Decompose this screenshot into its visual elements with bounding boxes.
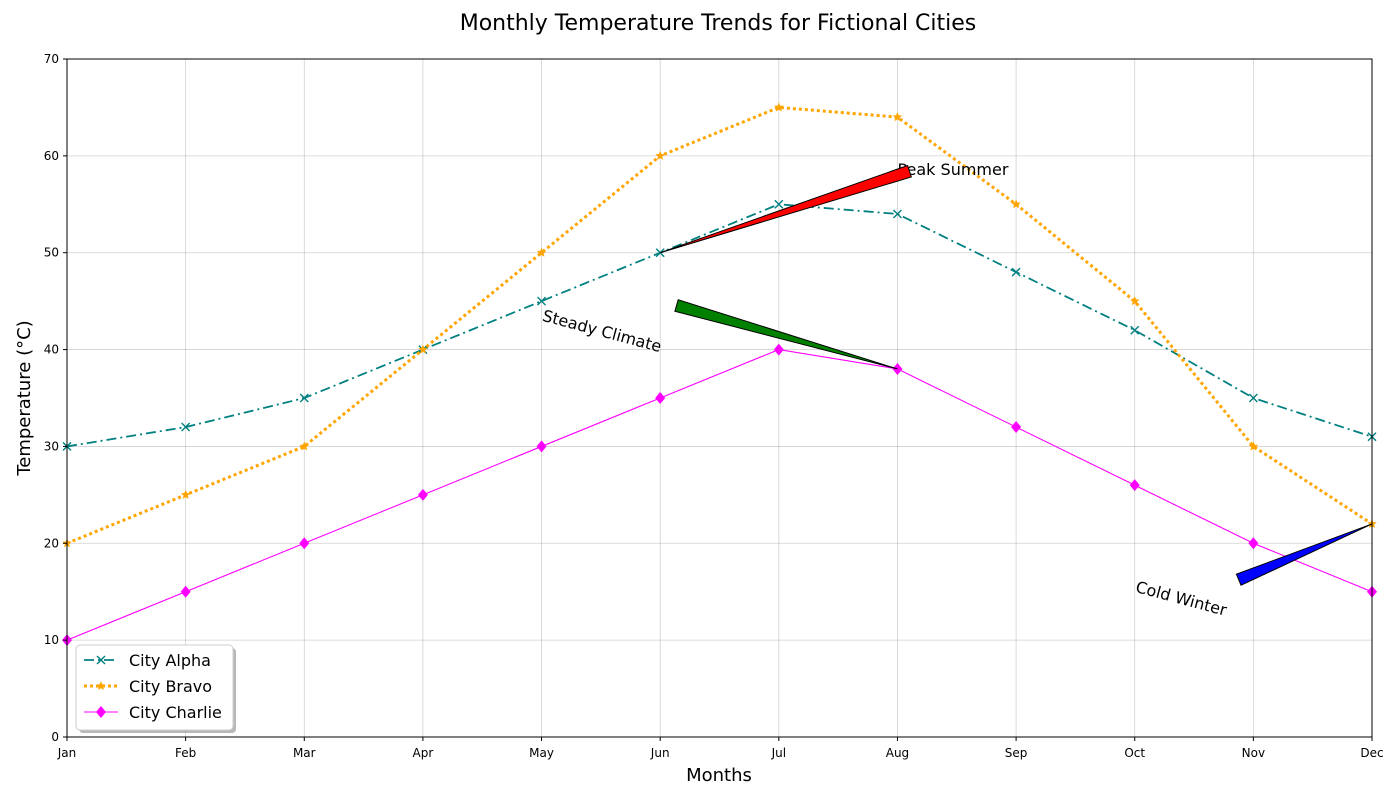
marker-stroke (774, 199, 784, 209)
y-tick-label: 50 (44, 246, 59, 260)
legend-marker (96, 681, 106, 690)
x-tick-label: Mar (293, 746, 316, 760)
legend-label: City Charlie (129, 703, 222, 722)
data-point (536, 247, 547, 257)
legend-label: City Alpha (129, 651, 211, 670)
series-line (66, 203, 1373, 448)
x-tick-label: Apr (413, 746, 434, 760)
data-point (773, 343, 784, 356)
legend-marker (96, 655, 106, 665)
series-city-charlie (62, 343, 1377, 647)
x-tick-label: Sep (1005, 746, 1028, 760)
data-point (774, 102, 784, 112)
series-city-alpha (62, 199, 1377, 451)
data-point (1129, 479, 1140, 492)
marker-stroke (181, 422, 191, 432)
y-tick-label: 40 (44, 343, 59, 357)
x-axis-label: Months (686, 765, 752, 786)
x-tick-label: Oct (1124, 746, 1145, 760)
x-tick-label: Jan (57, 746, 77, 760)
plot-frame (66, 58, 1373, 738)
x-tick-label: Jul (771, 746, 786, 760)
annotation: Steady Climate (541, 299, 898, 370)
data-point (299, 393, 309, 403)
data-point (181, 422, 191, 432)
annotation-arrow (1235, 523, 1373, 586)
data-point (1011, 421, 1022, 434)
annotation: Peak Summer (660, 160, 1009, 254)
x-tick-label: Feb (175, 746, 196, 760)
x-tick-label: Dec (1360, 746, 1383, 760)
data-point (655, 150, 665, 160)
data-point (1130, 296, 1140, 306)
y-tick-label: 30 (44, 439, 59, 453)
y-tick-label: 0 (51, 730, 59, 744)
y-tick-label: 60 (44, 149, 59, 163)
marker-stroke (299, 393, 309, 403)
y-tick-label: 20 (44, 536, 59, 550)
grid (66, 58, 1373, 738)
data-point (418, 344, 428, 354)
data-point (1248, 441, 1259, 451)
y-axis: 0 10 20 30 40 50 60 70 (44, 52, 67, 744)
data-point (1011, 267, 1021, 277)
y-tick-label: 70 (44, 52, 59, 66)
y-tick-label: 10 (44, 633, 59, 647)
data-point (892, 112, 903, 122)
marker-stroke (537, 296, 547, 306)
data-point (417, 488, 428, 501)
data-point (180, 585, 191, 598)
annotation-arrow (660, 164, 912, 254)
legend-label: City Bravo (129, 677, 212, 696)
marker-stroke (892, 209, 902, 219)
data-point (892, 209, 902, 219)
data-point (1011, 199, 1021, 209)
x-axis: Jan Feb Mar Apr May Jun Jul Aug Sep Oct Nov Dec (57, 737, 1384, 760)
marker-stroke (96, 655, 106, 665)
marker-stroke (1011, 267, 1021, 277)
x-tick-label: Jun (650, 746, 670, 760)
x-tick-label: Aug (886, 746, 909, 760)
series-city-bravo (62, 102, 1377, 548)
data-point (299, 441, 309, 451)
legend-box (75, 644, 234, 731)
data-point (537, 296, 547, 306)
annotation-arrow (674, 299, 898, 370)
annotation-text: Cold Winter (1134, 577, 1230, 620)
legend: City Alpha City Bravo City Charlie (75, 644, 236, 733)
annotation-text: Steady Climate (541, 306, 664, 356)
data-point (536, 440, 547, 453)
annotation-text: Peak Summer (897, 160, 1008, 179)
data-point (1248, 537, 1259, 550)
legend-marker (96, 706, 106, 718)
marker-stroke (1248, 393, 1258, 403)
series-line (66, 105, 1373, 545)
legend-entry: City Alpha (84, 651, 211, 670)
data-point (1248, 393, 1258, 403)
series-line (66, 349, 1373, 641)
data-point (1130, 325, 1140, 335)
series-layer (62, 102, 1377, 647)
y-axis-label: Temperature (°C) (14, 320, 35, 476)
data-point (655, 392, 666, 404)
data-point (180, 489, 191, 499)
legend-entry: City Charlie (84, 703, 222, 722)
data-point (774, 199, 784, 209)
data-point (299, 537, 310, 550)
annotations: Peak Summer Steady Climate Cold Winter (541, 160, 1373, 620)
marker-stroke (1130, 325, 1140, 335)
legend-entry: City Bravo (84, 677, 212, 696)
chart-title: Monthly Temperature Trends for Fictional… (460, 11, 977, 36)
x-tick-label: Nov (1242, 746, 1265, 760)
x-tick-label: May (529, 746, 554, 760)
